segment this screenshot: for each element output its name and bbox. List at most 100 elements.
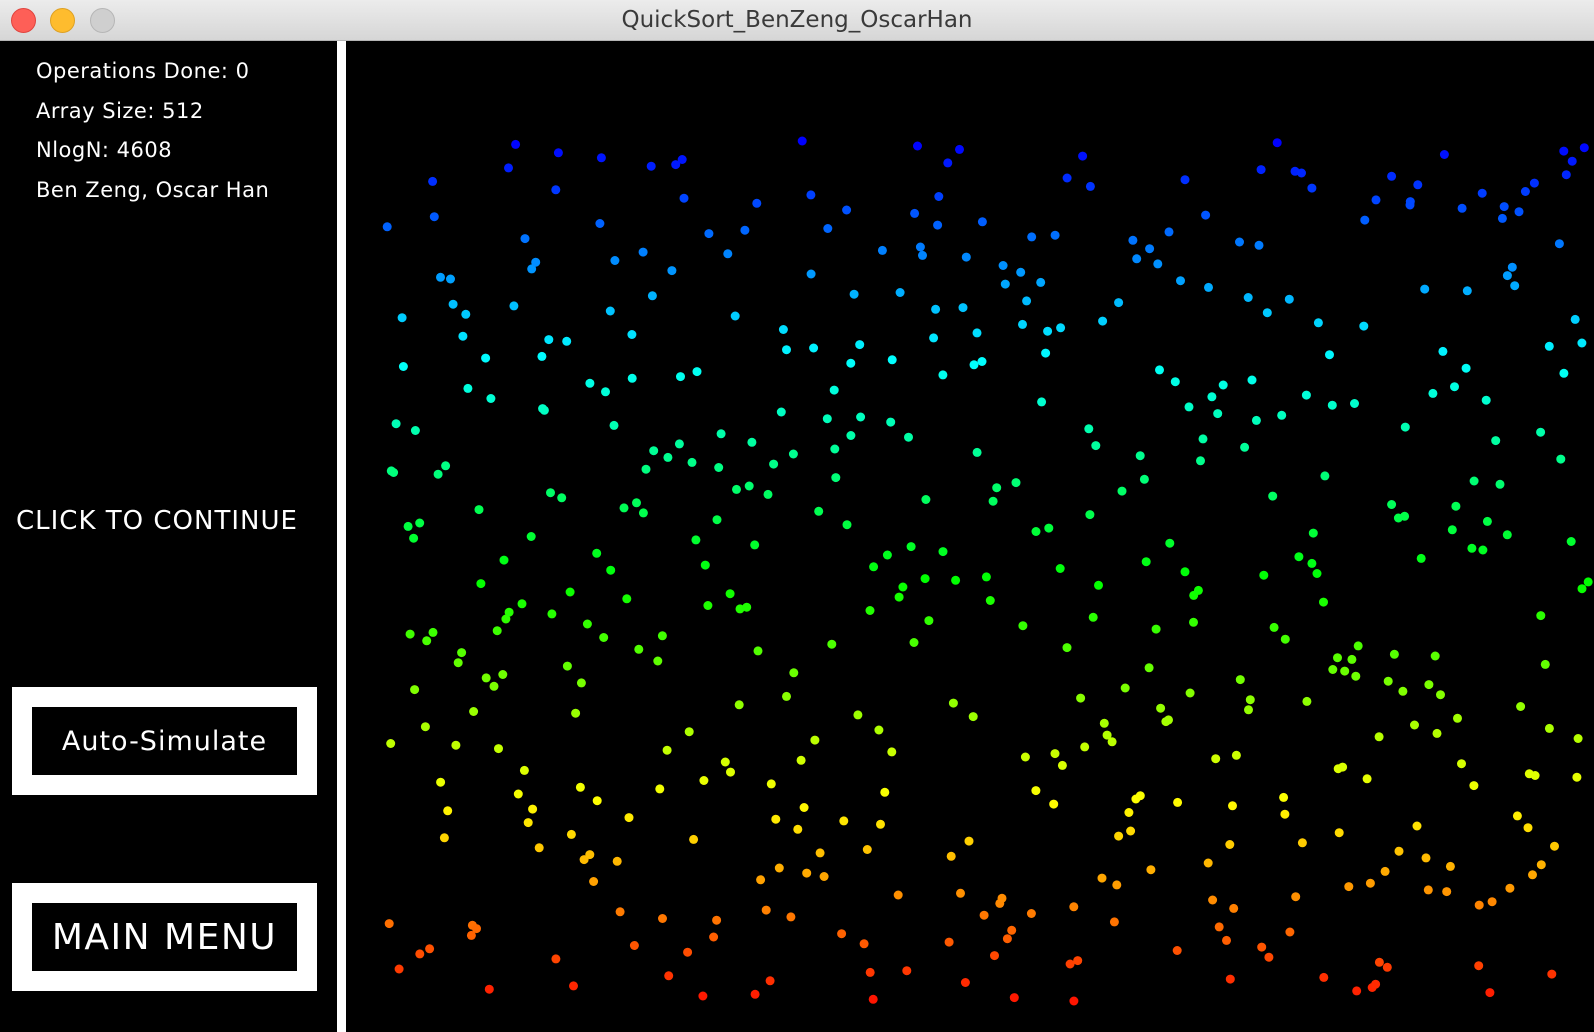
array-element-dot — [1208, 895, 1218, 905]
array-element-dot — [740, 225, 750, 235]
array-element-dot — [1445, 861, 1455, 871]
array-element-dot — [756, 875, 766, 885]
array-element-dot — [1474, 900, 1484, 910]
array-element-dot — [1284, 294, 1294, 304]
array-element-dot — [1049, 799, 1059, 809]
array-element-dot — [466, 930, 476, 940]
array-element-dot — [1164, 715, 1173, 725]
array-element-dot — [1550, 841, 1559, 851]
array-element-dot — [1487, 897, 1497, 907]
array-element-dot — [691, 535, 701, 545]
array-element-dot — [1308, 528, 1318, 538]
array-element-dot — [646, 161, 656, 171]
array-element-dot — [1510, 281, 1520, 291]
array-element-dot — [1353, 641, 1363, 651]
stats-panel: Operations Done: 0 Array Size: 512 NlogN… — [36, 56, 269, 214]
array-element-dot — [750, 989, 760, 999]
array-element-dot — [1151, 624, 1161, 634]
array-element-dot — [1297, 838, 1307, 848]
array-element-dot — [595, 219, 605, 228]
array-element-dot — [1097, 873, 1107, 883]
auto-simulate-label: Auto-Simulate — [32, 707, 297, 775]
array-element-dot — [1536, 611, 1546, 621]
array-element-dot — [918, 250, 927, 260]
array-element-dot — [1307, 558, 1317, 568]
array-element-dot — [1173, 797, 1183, 807]
array-element-dot — [671, 160, 681, 170]
array-element-dot — [842, 205, 852, 215]
array-element-dot — [1094, 580, 1103, 590]
array-element-dot — [1256, 165, 1266, 175]
array-element-dot — [910, 208, 920, 218]
array-element-dot — [778, 325, 788, 334]
array-element-dot — [1347, 654, 1357, 664]
array-element-dot — [714, 463, 724, 472]
array-element-dot — [1050, 230, 1060, 240]
array-element-dot — [1544, 723, 1554, 733]
array-element-dot — [698, 991, 708, 1001]
array-element-dot — [629, 941, 639, 950]
array-element-dot — [958, 303, 968, 313]
array-element-dot — [1573, 734, 1583, 743]
main-menu-button[interactable]: MAIN MENU — [12, 883, 317, 991]
array-element-dot — [1507, 262, 1517, 272]
control-panel: Operations Done: 0 Array Size: 512 NlogN… — [0, 41, 337, 1032]
array-element-dot — [846, 358, 856, 368]
array-element-dot — [520, 234, 530, 244]
array-element-dot — [1204, 282, 1213, 292]
close-window-button[interactable] — [11, 8, 36, 33]
array-element-dot — [605, 306, 615, 316]
array-element-dot — [687, 457, 697, 467]
array-element-dot — [409, 533, 419, 543]
array-element-dot — [1176, 276, 1185, 286]
array-element-dot — [1520, 187, 1530, 196]
array-element-dot — [531, 257, 541, 267]
array-element-dot — [1439, 150, 1449, 159]
auto-simulate-button[interactable]: Auto-Simulate — [12, 687, 317, 795]
array-element-dot — [1036, 277, 1046, 287]
array-element-dot — [1080, 742, 1090, 752]
array-element-dot — [829, 385, 839, 395]
array-element-dot — [839, 816, 849, 826]
array-element-dot — [814, 506, 824, 516]
array-element-dot — [898, 582, 908, 592]
array-element-dot — [960, 978, 970, 987]
minimize-window-button[interactable] — [50, 8, 75, 33]
array-element-dot — [1412, 821, 1422, 831]
array-element-dot — [946, 851, 956, 861]
array-element-dot — [1495, 479, 1505, 489]
array-element-dot — [921, 495, 931, 504]
array-element-dot — [1135, 791, 1145, 801]
array-element-dot — [1485, 988, 1495, 998]
array-element-dot — [446, 274, 455, 284]
array-element-dot — [1247, 375, 1257, 385]
array-element-dot — [1156, 703, 1166, 713]
array-element-dot — [1351, 671, 1361, 681]
array-element-dot — [1502, 530, 1512, 540]
array-element-dot — [1218, 380, 1228, 390]
array-element-dot — [981, 572, 991, 582]
array-element-dot — [1114, 298, 1124, 308]
array-element-dot — [1098, 316, 1108, 326]
array-element-dot — [1132, 254, 1142, 264]
zoom-window-button[interactable] — [90, 8, 115, 33]
array-element-dot — [1259, 570, 1269, 580]
array-element-dot — [1280, 809, 1290, 819]
array-element-dot — [934, 192, 944, 201]
array-element-dot — [1547, 969, 1557, 979]
click-to-continue-prompt[interactable]: CLICK TO CONTINUE — [16, 506, 298, 536]
array-element-dot — [876, 819, 885, 829]
sort-visualization[interactable] — [346, 41, 1594, 1032]
array-element-dot — [1491, 436, 1501, 446]
array-element-dot — [809, 343, 819, 353]
array-element-dot — [853, 710, 863, 720]
array-element-dot — [776, 407, 786, 417]
array-element-dot — [1430, 651, 1440, 661]
array-element-dot — [585, 850, 595, 860]
array-element-dot — [1211, 754, 1221, 764]
array-element-dot — [720, 757, 730, 767]
array-element-dot — [575, 782, 585, 792]
array-element-dot — [565, 587, 575, 597]
array-element-dot — [1165, 538, 1175, 548]
array-element-dot — [893, 890, 903, 900]
